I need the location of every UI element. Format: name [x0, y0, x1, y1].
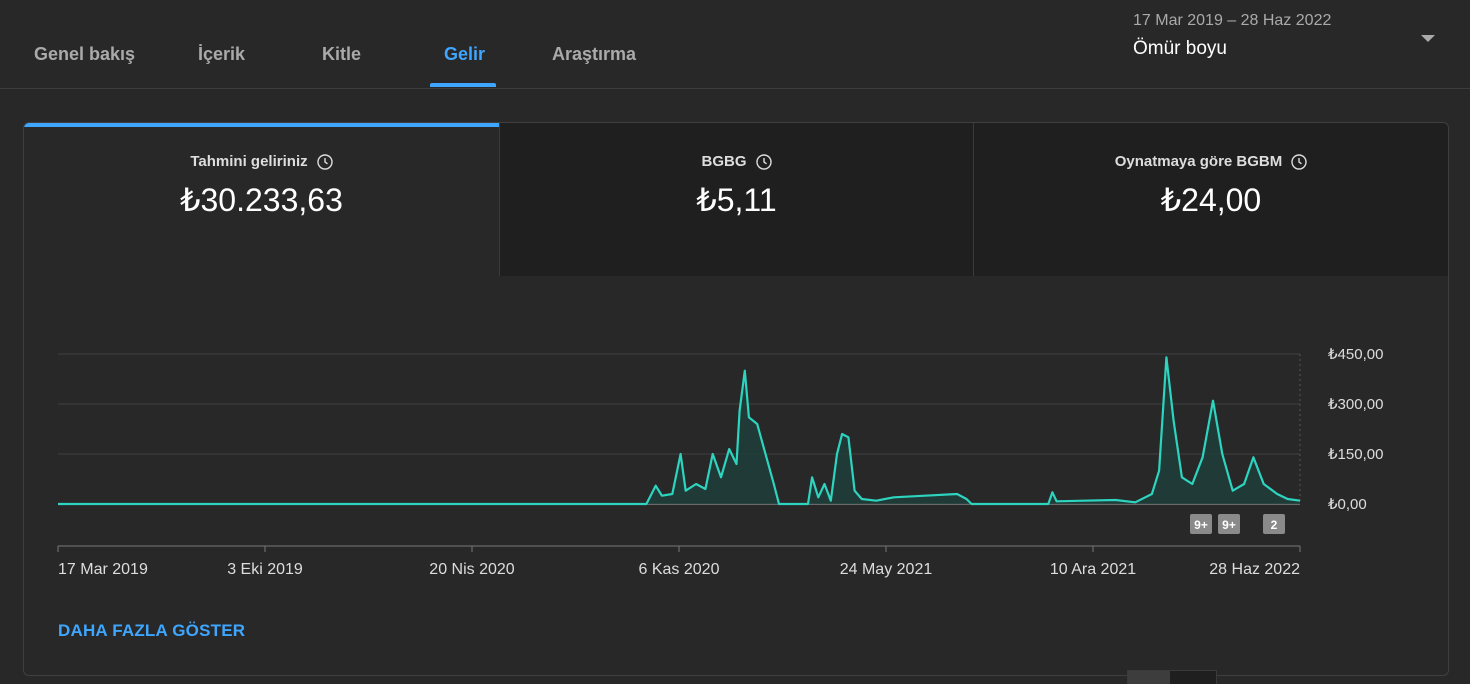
- clock-icon[interactable]: [755, 153, 772, 170]
- tab-overview[interactable]: Genel bakış: [34, 44, 136, 64]
- active-tab-indicator: [430, 83, 496, 87]
- y-tick-label: ₺0,00: [1328, 496, 1367, 513]
- revenue-line: [58, 356, 1301, 506]
- tab-content[interactable]: İçerik: [198, 44, 246, 64]
- metric-rpm[interactable]: BGBG ₺5,11: [500, 123, 973, 276]
- metric-label: BGBG: [701, 153, 747, 170]
- x-tick-label: 28 Haz 2022: [1209, 561, 1300, 578]
- revenue-chart[interactable]: ₺450,00 ₺300,00 ₺150,00 ₺0,00 17 Mar 2019 3 E…: [24, 293, 1448, 593]
- metric-playback-cpm[interactable]: Oynatmaya göre BGBM ₺24,00: [974, 123, 1448, 276]
- annotation-badge-label: 9+: [1222, 518, 1236, 532]
- date-range-selector[interactable]: 17 Mar 2019 – 28 Haz 2022 Ömür boyu: [1133, 12, 1331, 60]
- x-tick-label: 17 Mar 2019: [58, 561, 148, 578]
- x-tick-label: 24 May 2021: [840, 561, 933, 578]
- clock-icon[interactable]: [1291, 153, 1307, 170]
- dropdown-arrow-icon[interactable]: [1421, 35, 1435, 42]
- x-tick-label: 3 Eki 2019: [227, 561, 303, 578]
- top-nav: Genel bakış İçerik Kitle Gelir Araştırma…: [0, 0, 1470, 89]
- annotation-badge: [1218, 514, 1240, 534]
- date-period-label: Ömür boyu: [1133, 38, 1227, 59]
- revenue-card: Tahmini geliriniz ₺30.233,63 BGBG ₺5,11 …: [23, 122, 1449, 676]
- annotation-badge-label: 9+: [1194, 518, 1208, 532]
- tab-revenue[interactable]: Gelir: [444, 44, 486, 64]
- metric-value: ₺5,11: [696, 182, 777, 218]
- annotation-badge: [1263, 514, 1285, 534]
- metric-value: ₺30.233,63: [180, 182, 343, 218]
- horizontal-scrollbar[interactable]: [1127, 670, 1217, 684]
- x-tick-label: 20 Nis 2020: [429, 561, 514, 578]
- metric-estimated-revenue[interactable]: Tahmini geliriniz ₺30.233,63: [24, 123, 499, 276]
- date-range-text: 17 Mar 2019 – 28 Haz 2022: [1133, 12, 1332, 29]
- x-tick-label: 6 Kas 2020: [639, 561, 720, 578]
- annotation-badge-label: 2: [1271, 518, 1278, 532]
- show-more-button[interactable]: DAHA FAZLA GÖSTER: [58, 621, 246, 640]
- metric-value: ₺24,00: [1160, 182, 1262, 218]
- metric-divider: [499, 123, 500, 276]
- tab-research[interactable]: Araştırma: [552, 44, 637, 64]
- y-tick-label: ₺150,00: [1328, 446, 1383, 463]
- scrollbar-thumb[interactable]: [1128, 671, 1170, 684]
- metric-divider: [973, 123, 974, 276]
- metric-label: Oynatmaya göre BGBM: [1114, 153, 1283, 170]
- x-tick-label: 10 Ara 2021: [1050, 561, 1136, 578]
- tab-audience[interactable]: Kitle: [322, 44, 362, 64]
- clock-icon[interactable]: [316, 153, 333, 170]
- revenue-area: [58, 357, 1300, 504]
- metric-label: Tahmini geliriniz: [190, 153, 308, 170]
- y-tick-label: ₺450,00: [1328, 346, 1383, 363]
- annotation-badge: [1190, 514, 1212, 534]
- y-tick-label: ₺300,00: [1328, 396, 1383, 413]
- metric-selected-indicator: [24, 123, 499, 127]
